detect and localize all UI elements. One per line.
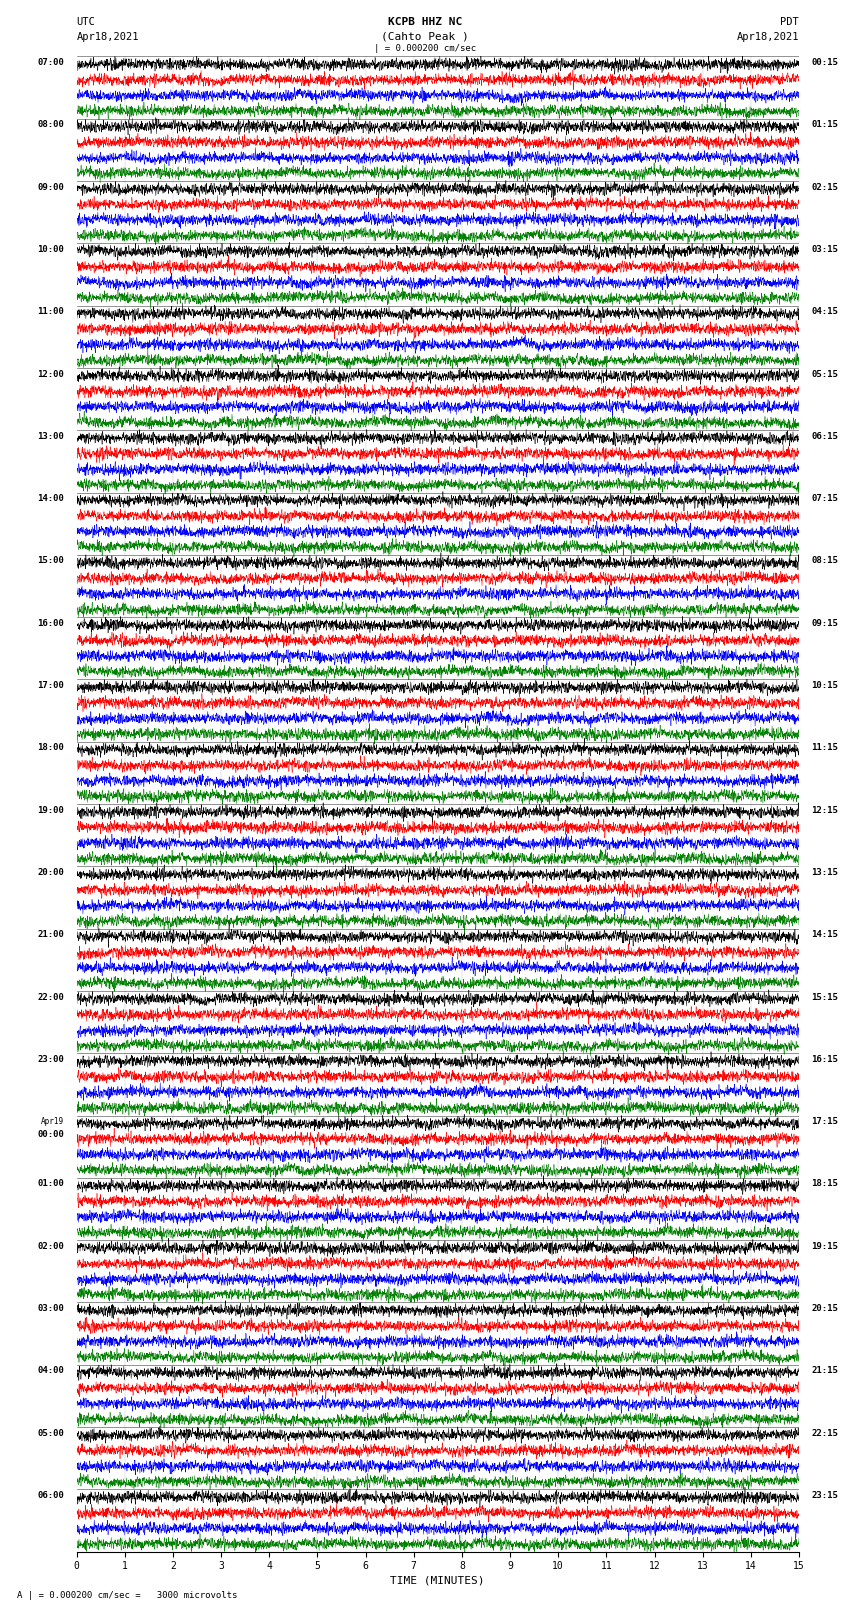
Text: 22:00: 22:00	[37, 992, 65, 1002]
Text: 16:15: 16:15	[811, 1055, 838, 1065]
Text: 20:15: 20:15	[811, 1303, 838, 1313]
Text: 14:15: 14:15	[811, 931, 838, 939]
Text: 12:00: 12:00	[37, 369, 65, 379]
Text: 03:00: 03:00	[37, 1303, 65, 1313]
Text: 05:00: 05:00	[37, 1429, 65, 1437]
Text: 16:00: 16:00	[37, 619, 65, 627]
Text: 10:00: 10:00	[37, 245, 65, 253]
Text: 02:00: 02:00	[37, 1242, 65, 1250]
Text: 15:15: 15:15	[811, 992, 838, 1002]
Text: 06:15: 06:15	[811, 432, 838, 440]
Text: 12:15: 12:15	[811, 805, 838, 815]
Text: Apr19: Apr19	[42, 1118, 65, 1126]
Text: A | = 0.000200 cm/sec =   3000 microvolts: A | = 0.000200 cm/sec = 3000 microvolts	[17, 1590, 237, 1600]
Text: | = 0.000200 cm/sec: | = 0.000200 cm/sec	[374, 44, 476, 53]
Text: Apr18,2021: Apr18,2021	[736, 32, 799, 42]
Text: 09:00: 09:00	[37, 182, 65, 192]
Text: 01:00: 01:00	[37, 1179, 65, 1189]
Text: 13:15: 13:15	[811, 868, 838, 877]
Text: 15:00: 15:00	[37, 556, 65, 566]
Text: UTC: UTC	[76, 18, 95, 27]
Text: 22:15: 22:15	[811, 1429, 838, 1437]
Text: 00:00: 00:00	[37, 1129, 65, 1139]
Text: 21:00: 21:00	[37, 931, 65, 939]
Text: 23:00: 23:00	[37, 1055, 65, 1065]
Text: 07:15: 07:15	[811, 494, 838, 503]
Text: 01:15: 01:15	[811, 121, 838, 129]
Text: 11:00: 11:00	[37, 306, 65, 316]
Text: 19:15: 19:15	[811, 1242, 838, 1250]
Text: 09:15: 09:15	[811, 619, 838, 627]
Text: 04:15: 04:15	[811, 306, 838, 316]
Text: 23:15: 23:15	[811, 1490, 838, 1500]
Text: 02:15: 02:15	[811, 182, 838, 192]
Text: 19:00: 19:00	[37, 805, 65, 815]
Text: KCPB HHZ NC: KCPB HHZ NC	[388, 18, 462, 27]
Text: 10:15: 10:15	[811, 681, 838, 690]
Text: 03:15: 03:15	[811, 245, 838, 253]
Text: 08:00: 08:00	[37, 121, 65, 129]
Text: 20:00: 20:00	[37, 868, 65, 877]
Text: 14:00: 14:00	[37, 494, 65, 503]
X-axis label: TIME (MINUTES): TIME (MINUTES)	[390, 1576, 485, 1586]
Text: 05:15: 05:15	[811, 369, 838, 379]
Text: 18:15: 18:15	[811, 1179, 838, 1189]
Text: (Cahto Peak ): (Cahto Peak )	[381, 32, 469, 42]
Text: 21:15: 21:15	[811, 1366, 838, 1376]
Text: 18:00: 18:00	[37, 744, 65, 752]
Text: 13:00: 13:00	[37, 432, 65, 440]
Text: 08:15: 08:15	[811, 556, 838, 566]
Text: 04:00: 04:00	[37, 1366, 65, 1376]
Text: 06:00: 06:00	[37, 1490, 65, 1500]
Text: 00:15: 00:15	[811, 58, 838, 68]
Text: 11:15: 11:15	[811, 744, 838, 752]
Text: 17:00: 17:00	[37, 681, 65, 690]
Text: Apr18,2021: Apr18,2021	[76, 32, 139, 42]
Text: PDT: PDT	[780, 18, 799, 27]
Text: 07:00: 07:00	[37, 58, 65, 68]
Text: 17:15: 17:15	[811, 1118, 838, 1126]
